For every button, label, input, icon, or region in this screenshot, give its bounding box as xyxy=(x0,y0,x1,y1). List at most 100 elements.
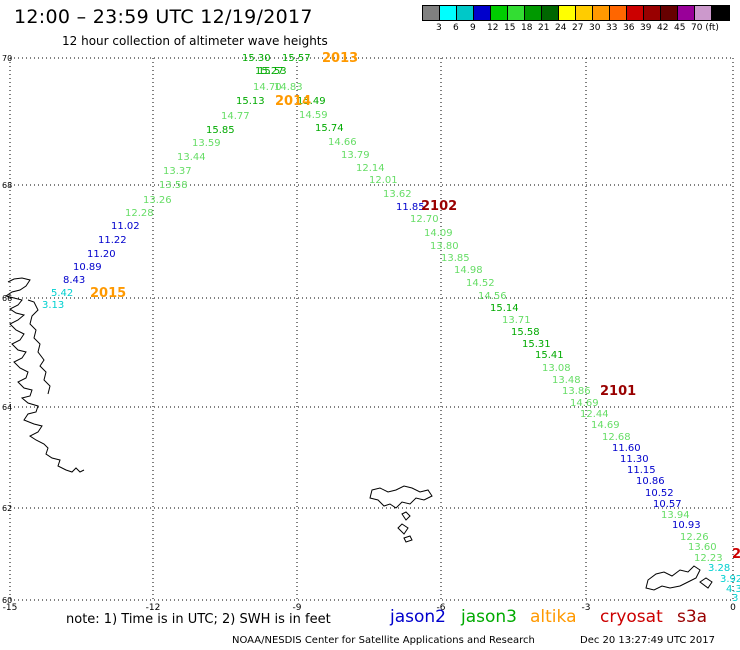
shetland-islet xyxy=(699,577,713,589)
y-tick-label: 62 xyxy=(2,504,12,513)
swh-label: 14.69 xyxy=(591,420,620,431)
color-scale-bar xyxy=(422,5,730,21)
swh-label: 13.60 xyxy=(688,542,717,553)
swh-label: 15.13 xyxy=(236,96,265,107)
swh-label: 5.42 xyxy=(51,288,73,299)
faroe-islet-1 xyxy=(401,511,411,521)
swh-label: 10.57 xyxy=(653,499,682,510)
scale-swatch xyxy=(559,6,576,20)
legend-altika: altika xyxy=(530,607,577,627)
scale-label: 12 xyxy=(487,23,499,33)
swh-label: 13.48 xyxy=(552,375,581,386)
swh-label: 15.57 xyxy=(282,53,311,64)
y-tick-label: 64 xyxy=(2,403,12,412)
swh-label: 3 xyxy=(732,593,738,604)
scale-label: 18 xyxy=(521,23,533,33)
swh-label: 15.41 xyxy=(535,350,564,361)
swh-label: 13.59 xyxy=(192,138,221,149)
grid-lines xyxy=(9,57,734,601)
x-tick-label: -9 xyxy=(293,603,302,613)
swh-label: 15.58 xyxy=(511,327,540,338)
scale-label: 21 xyxy=(538,23,550,33)
swh-label: 14.52 xyxy=(466,278,495,289)
swh-label: 14.83 xyxy=(274,82,303,93)
swh-label: 12.01 xyxy=(369,175,398,186)
swh-label: 3.28 xyxy=(708,563,730,574)
x-tick-label: -6 xyxy=(437,603,446,613)
swh-label: 13.94 xyxy=(661,510,690,521)
legend-jason2: jason2 xyxy=(390,607,446,627)
swh-label: 11.20 xyxy=(87,249,116,260)
swh-label: 2015 xyxy=(90,286,126,301)
scale-swatch xyxy=(542,6,559,20)
scale-label: 24 xyxy=(555,23,567,33)
legend-jason3: jason3 xyxy=(461,607,517,627)
scale-swatch xyxy=(576,6,593,20)
footer-credit: NOAA/NESDIS Center for Satellite Applica… xyxy=(232,635,535,646)
y-tick-label: 60 xyxy=(2,596,12,605)
swh-label: 4.3 xyxy=(726,584,740,595)
swh-label: 11.02 xyxy=(111,221,140,232)
scale-swatch xyxy=(678,6,695,20)
scale-label: 30 xyxy=(589,23,601,33)
swh-label: 13.58 xyxy=(159,180,188,191)
scale-swatch xyxy=(474,6,491,20)
swh-label: 3.13 xyxy=(42,300,64,311)
scale-label: 42 xyxy=(657,23,669,33)
swh-label: 12.26 xyxy=(680,532,709,543)
scale-label: 3 xyxy=(436,23,442,33)
greenland-coast xyxy=(4,277,85,473)
scale-label: 36 xyxy=(623,23,635,33)
scale-swatch xyxy=(627,6,644,20)
swh-label: 12.44 xyxy=(580,409,609,420)
y-tick-label: 68 xyxy=(2,181,12,190)
swh-label: 10.86 xyxy=(636,476,665,487)
swh-label: 14.59 xyxy=(299,110,328,121)
swh-label: 13.71 xyxy=(502,315,531,326)
scale-swatch xyxy=(712,6,729,20)
swh-label: 13.37 xyxy=(163,166,192,177)
faroe-islet-3 xyxy=(403,535,413,543)
y-tick-label: 66 xyxy=(2,294,12,303)
y-tick-label: 70 xyxy=(2,54,12,63)
scale-swatch xyxy=(457,6,474,20)
swh-label: 11.22 xyxy=(98,235,127,246)
legend-s3a: s3a xyxy=(677,607,708,627)
swh-label: 2101 xyxy=(600,384,636,399)
scale-label: 70 (ft) xyxy=(691,23,719,33)
faroe-islands xyxy=(369,485,433,509)
swh-label: 2 xyxy=(732,547,740,562)
greenland-inner-coast xyxy=(27,299,51,395)
scale-label: 27 xyxy=(572,23,584,33)
x-tick-label: -3 xyxy=(582,603,591,613)
swh-label: 13.44 xyxy=(177,152,206,163)
footer-timestamp: Dec 20 13:27:49 UTC 2017 xyxy=(580,635,715,646)
swh-label: 12.70 xyxy=(410,214,439,225)
axis-tick-labels: -15 -12 -9 -6 -3 0 70 68 66 64 62 60 xyxy=(2,54,736,613)
swh-label: 12.23 xyxy=(694,553,723,564)
swh-label: 12.28 xyxy=(125,208,154,219)
scale-label: 6 xyxy=(453,23,459,33)
swh-label: 11.60 xyxy=(612,443,641,454)
swh-label: 15.14 xyxy=(490,303,519,314)
swh-label: 13.80 xyxy=(430,241,459,252)
scale-swatch xyxy=(644,6,661,20)
swh-label: 2014 xyxy=(275,94,311,109)
swh-label: 14.77 xyxy=(221,111,250,122)
swh-label: 12.14 xyxy=(356,163,385,174)
swh-label: 11.15 xyxy=(627,465,656,476)
swh-label: 14.98 xyxy=(454,265,483,276)
swh-label: 10.89 xyxy=(73,262,102,273)
swh-label: 13.79 xyxy=(341,150,370,161)
x-tick-label: -15 xyxy=(3,603,18,613)
scale-swatch xyxy=(440,6,457,20)
swh-label: 14.70 xyxy=(253,82,282,93)
swh-label: 13.08 xyxy=(542,363,571,374)
swh-label: 12.68 xyxy=(602,432,631,443)
swh-label: 11.85 xyxy=(396,202,425,213)
swh-label: 2102 xyxy=(421,199,457,214)
scale-swatch xyxy=(695,6,712,20)
swh-label: 15.27 xyxy=(255,66,284,77)
